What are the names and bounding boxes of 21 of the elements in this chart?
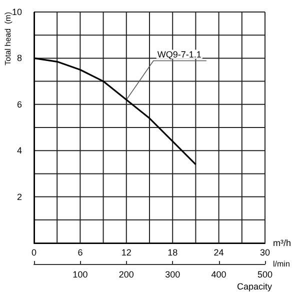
x-tick-label: 24 <box>214 248 224 258</box>
annotation: WQ9-7-1.1 <box>157 49 202 60</box>
x2-tick-label: 100 <box>72 270 88 280</box>
x-tick-label: 12 <box>121 248 132 258</box>
x-axis-title: m³/h <box>273 238 291 248</box>
x2-tick-label: 300 <box>165 270 180 280</box>
y-axis-title: Total head (m) <box>4 12 12 66</box>
x-tick-label: 18 <box>168 248 178 258</box>
x-tick-label: 0 <box>31 248 37 258</box>
x-tick-label: 30 <box>260 248 270 258</box>
y-tick-label: 4 <box>16 146 22 156</box>
x2-tick-label: 200 <box>118 270 134 280</box>
y-tick-label: 8 <box>16 53 22 64</box>
y-tick-label: 2 <box>16 192 22 202</box>
text: Capacity <box>236 282 272 292</box>
x2-axis-title: l/min <box>273 260 290 268</box>
x2-tick-label: 400 <box>211 270 226 280</box>
y-tick-label: 6 <box>16 99 22 110</box>
x-tick-label: 6 <box>78 248 83 258</box>
x2-tick-label: 500 <box>257 270 273 280</box>
y-tick-label: 10 <box>12 7 22 17</box>
